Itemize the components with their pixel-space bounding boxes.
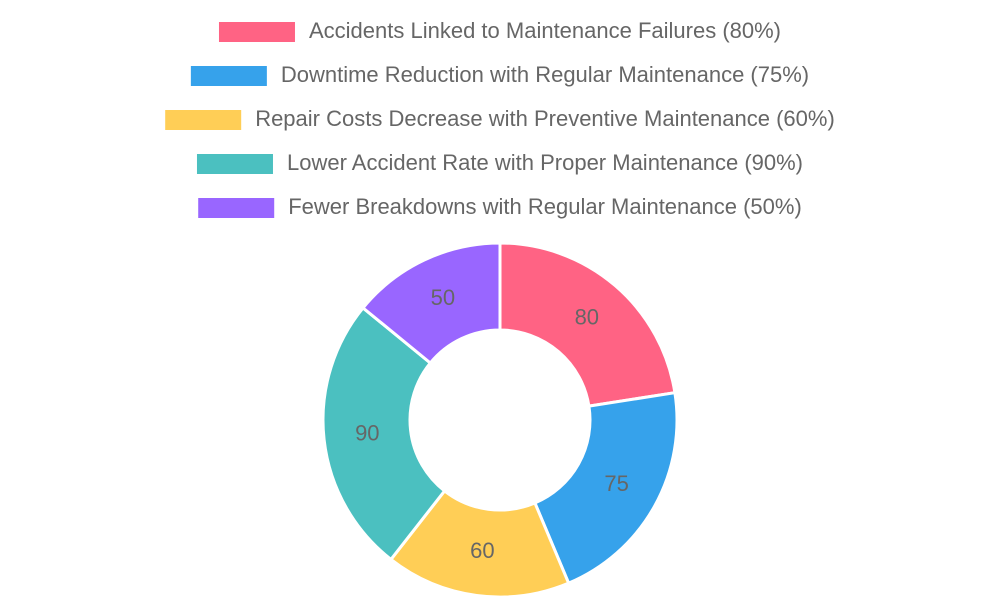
legend-swatch — [196, 154, 273, 174]
legend-swatch — [190, 66, 267, 86]
legend-label: Accidents Linked to Maintenance Failures… — [309, 18, 781, 43]
doughnut-segment — [321, 305, 447, 562]
doughnut-segment — [360, 241, 502, 366]
data-label: 90 — [355, 421, 379, 446]
data-label: 60 — [470, 538, 494, 563]
legend-label: Lower Accident Rate with Proper Maintena… — [287, 150, 803, 175]
data-label: 50 — [431, 285, 455, 310]
data-label: 80 — [575, 304, 599, 329]
legend-swatch — [165, 110, 242, 130]
legend-label: Repair Costs Decrease with Preventive Ma… — [255, 106, 835, 131]
legend-label: Fewer Breakdowns with Regular Maintenanc… — [288, 194, 802, 219]
doughnut-segment — [532, 390, 679, 586]
doughnut-segment — [498, 241, 677, 408]
data-label: 75 — [604, 471, 628, 496]
legend-swatch — [218, 22, 295, 42]
legend-swatch — [198, 198, 275, 218]
legend-label: Downtime Reduction with Regular Maintena… — [281, 62, 809, 87]
